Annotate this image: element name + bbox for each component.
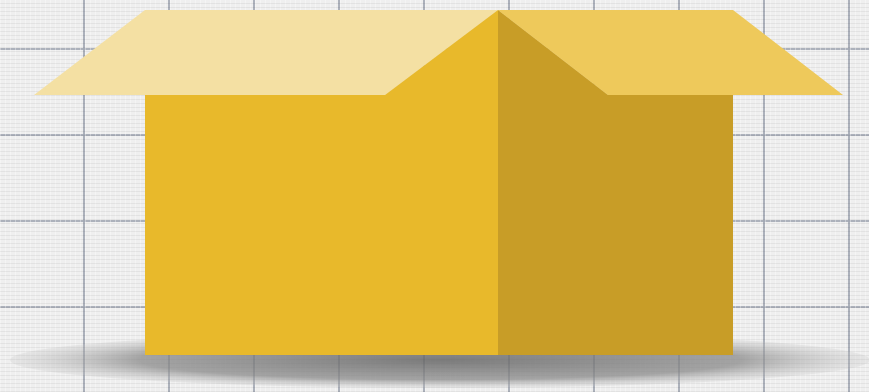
box-right-flap [498, 10, 843, 95]
box-side-face [498, 95, 733, 355]
box-center-flap [385, 10, 498, 95]
box-front-face [145, 95, 498, 355]
box-left-flap [34, 10, 498, 95]
